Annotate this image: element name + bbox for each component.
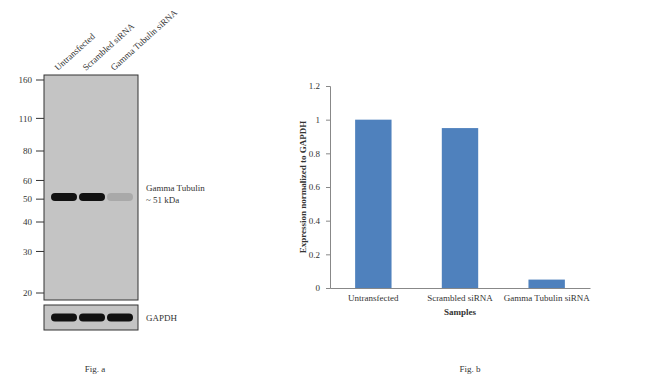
y-axis-line [326, 87, 331, 289]
y-tick: 0.4 [309, 216, 330, 226]
marker-tick [36, 251, 44, 252]
x-tick-label: Scrambled siRNA [427, 293, 493, 303]
marker-label: 30 [23, 247, 33, 257]
x-tick-label: Gamma Tubulin siRNA [504, 293, 591, 303]
bars [355, 120, 565, 288]
y-tick-mark [326, 187, 330, 188]
x-tick-label: Untransfected [348, 293, 399, 303]
bar [528, 280, 564, 288]
y-tick: 0 [316, 283, 331, 293]
marker-label: 20 [23, 288, 33, 298]
lane-label: Gamma Tubulin siRNA [109, 7, 180, 72]
marker-label: 110 [19, 114, 33, 124]
marker-tick [36, 180, 44, 181]
bar [355, 120, 391, 288]
x-axis-line [331, 288, 591, 289]
loading-control-membrane [44, 305, 138, 330]
y-tick-mark [326, 86, 330, 87]
y-axis: 0 0.2 0.4 0.6 0.8 1 1.2 [309, 81, 331, 293]
x-tick: Scrambled siRNA [427, 288, 493, 303]
blot-panel: 160110806050403020UntransfectedScrambled… [19, 7, 206, 374]
y-tick: 1 [316, 115, 331, 125]
marker-label: 40 [23, 217, 33, 227]
y-tick-mark [326, 153, 330, 154]
loading-control-band [79, 314, 105, 322]
marker-label: 50 [23, 194, 33, 204]
band-label: Gamma Tubulin [146, 183, 205, 193]
loading-control-band [51, 314, 77, 322]
y-tick: 0.8 [309, 149, 330, 159]
marker-tick [36, 222, 44, 223]
marker-tick [36, 151, 44, 152]
x-axis-title: Samples [444, 307, 477, 317]
blot-band [51, 193, 77, 201]
y-tick-label: 1 [316, 115, 321, 125]
marker-label: 160 [19, 75, 33, 85]
x-axis: Untransfected Scrambled siRNA Gamma Tubuli… [331, 288, 591, 303]
y-tick-label: 1.2 [309, 81, 320, 91]
y-tick-label: 0.2 [309, 250, 320, 260]
y-tick-label: 0.4 [309, 216, 321, 226]
bar [442, 128, 478, 288]
y-tick-mark [326, 120, 330, 121]
y-tick-mark [326, 288, 330, 289]
y-tick-label: 0 [316, 283, 321, 293]
marker-label: 80 [23, 146, 33, 156]
y-tick-label: 0.8 [309, 149, 321, 159]
y-tick: 0.6 [309, 182, 330, 192]
y-tick-mark [326, 221, 330, 222]
caption: Fig. b [459, 364, 481, 374]
figure: 160 110 80 60 50 40 30 20 Untransfected Scrambled… [0, 0, 650, 392]
x-tick: Untransfected [348, 288, 399, 303]
marker-tick [36, 118, 44, 119]
y-tick-label: 0.6 [309, 182, 321, 192]
blot-band [107, 193, 133, 201]
marker-tick [36, 293, 44, 294]
y-axis-title: Expression normalized to GAPDH [298, 121, 308, 254]
loading-control-label: GAPDH [146, 313, 178, 323]
blot-band [79, 193, 105, 201]
y-tick-mark [326, 254, 330, 255]
blot-membrane [44, 75, 138, 300]
band-size-label: ~ 51 kDa [146, 195, 179, 205]
caption: Fig. a [85, 364, 106, 374]
y-tick: 1.2 [309, 81, 330, 91]
y-tick: 0.2 [309, 250, 330, 260]
marker-label: 60 [23, 176, 33, 186]
bar-chart: 0 0.2 0.4 0.6 0.8 1 1.2 Untransfected Scrambled … [298, 81, 591, 374]
marker-tick [36, 80, 44, 81]
loading-control-band [107, 314, 133, 322]
marker-tick [36, 199, 44, 200]
x-tick: Gamma Tubulin siRNA [504, 288, 591, 303]
